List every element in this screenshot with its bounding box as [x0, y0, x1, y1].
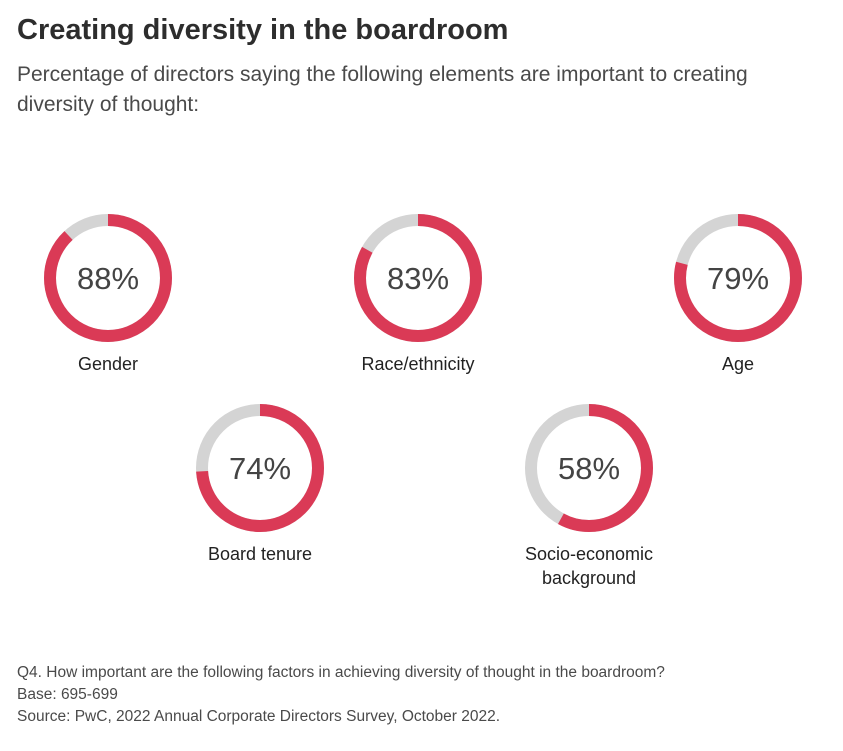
footnote-question: Q4. How important are the following fact…: [17, 664, 665, 681]
donut-value-label: 79%: [707, 261, 769, 296]
chart-title: Creating diversity in the boardroom: [17, 14, 509, 46]
donut-category-label: Board tenure: [208, 544, 312, 564]
donut-value-arc: [674, 214, 802, 342]
donut-value-arc: [44, 214, 172, 342]
donut-category-label: Socio-economic: [525, 544, 653, 564]
donut-value-arc: [354, 214, 482, 342]
donut-category-label: Age: [722, 354, 754, 374]
donut-category-label: Gender: [78, 354, 138, 374]
footnote-source: Source: PwC, 2022 Annual Corporate Direc…: [17, 708, 501, 725]
donut-value-label: 58%: [558, 451, 620, 486]
donut-value-label: 88%: [77, 261, 139, 296]
donut-category-label: background: [542, 568, 636, 588]
donut-value-label: 74%: [229, 451, 291, 486]
donut-charts: 88% Gender 83% Race/ethnicity 79% Age 74% Board…: [44, 214, 802, 588]
donut-5: 58% Socio-economic background: [525, 404, 653, 588]
donut-4: 74% Board tenure: [196, 404, 324, 564]
donut-value-arc: [196, 404, 324, 532]
footnote-base: Base: 695-699: [17, 686, 118, 703]
donut-category-label: Race/ethnicity: [361, 354, 474, 374]
donut-1: 88% Gender: [44, 214, 172, 374]
chart-subtitle: Percentage of directors saying the follo…: [17, 63, 748, 116]
donut-value-arc: [525, 404, 653, 532]
donut-2: 83% Race/ethnicity: [354, 214, 482, 374]
donut-value-label: 83%: [387, 261, 449, 296]
donut-3: 79% Age: [674, 214, 802, 374]
